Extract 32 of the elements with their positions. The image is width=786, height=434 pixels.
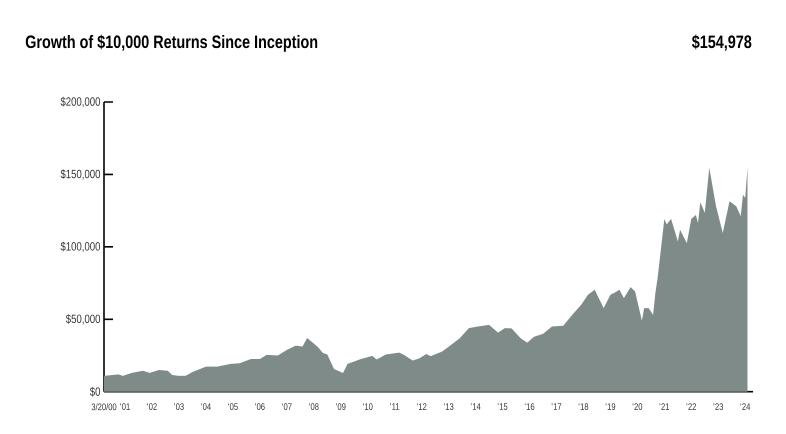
x-tick-label: '15 <box>498 403 508 410</box>
chart-title: Growth of $10,000 Returns Since Inception <box>26 34 318 52</box>
x-tick-label: '12 <box>416 403 426 410</box>
x-tick-label: '04 <box>201 403 211 410</box>
x-tick-label: '16 <box>524 403 534 410</box>
y-tick-label: $200,000 <box>60 96 100 108</box>
x-tick-label: '14 <box>470 403 481 410</box>
x-tick-label: '01 <box>120 403 130 410</box>
y-tick-label: $50,000 <box>66 314 100 324</box>
x-tick-label: '20 <box>632 403 642 410</box>
x-tick-label: '03 <box>174 403 184 410</box>
text: $154,978 <box>692 34 752 51</box>
x-tick-label: '17 <box>552 403 562 410</box>
x-tick-label: '02 <box>147 403 157 410</box>
x-tick-label: '13 <box>444 403 454 410</box>
x-tick-label: '07 <box>282 403 292 410</box>
x-tick-label: '09 <box>336 403 346 410</box>
x-tick-label: '22 <box>686 403 696 410</box>
x-tick-label: '10 <box>363 403 373 410</box>
x-tick-label: '11 <box>390 403 400 410</box>
x-tick-label: '06 <box>255 403 265 410</box>
x-tick-label: '05 <box>228 403 238 410</box>
y-tick-label: $100,000 <box>60 242 100 252</box>
x-tick-label: '24 <box>740 403 750 410</box>
x-tick-label: '19 <box>606 403 616 410</box>
x-tick-label: '21 <box>660 403 670 410</box>
x-tick-label: '08 <box>309 403 319 410</box>
y-tick-label: $0 <box>90 386 100 397</box>
x-tick-label: '23 <box>714 403 724 410</box>
x-tick-label: '18 <box>578 403 588 410</box>
x-tick-label: 3/20/00 <box>92 403 116 410</box>
y-tick-label: $150,000 <box>60 169 100 180</box>
